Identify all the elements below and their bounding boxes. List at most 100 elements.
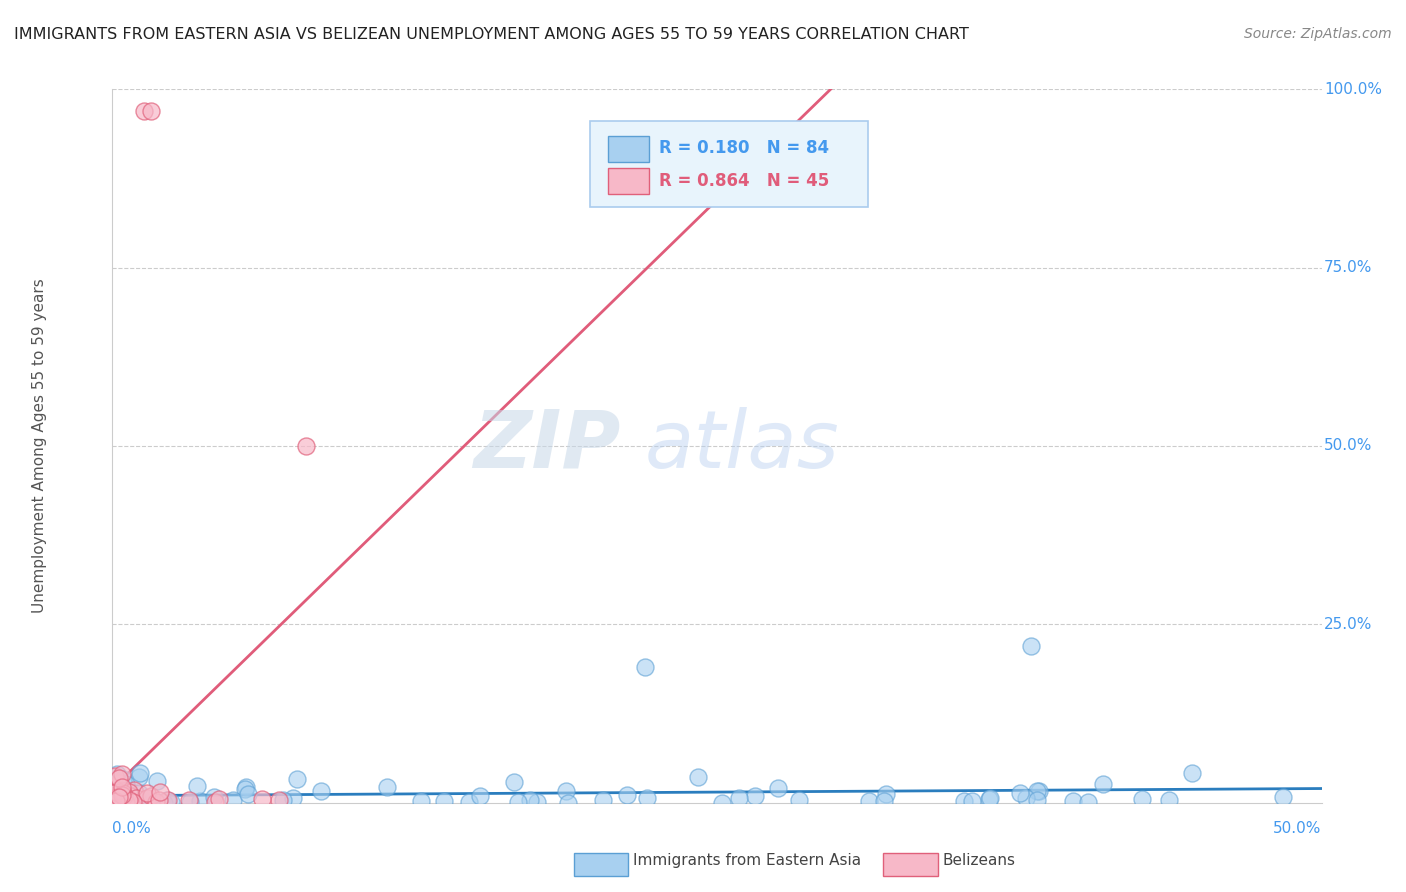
Point	[105, 792, 128, 806]
Point	[153, 796, 176, 810]
FancyBboxPatch shape	[591, 121, 868, 207]
Text: atlas: atlas	[644, 407, 839, 485]
Point	[633, 660, 655, 674]
Point	[108, 795, 131, 809]
Point	[132, 103, 155, 118]
Point	[104, 791, 127, 805]
Point	[112, 786, 135, 800]
Point	[146, 774, 169, 789]
Point	[636, 790, 658, 805]
Point	[555, 784, 578, 798]
Point	[233, 781, 256, 796]
Point	[136, 791, 159, 805]
Point	[1008, 786, 1031, 800]
Point	[115, 788, 138, 802]
Point	[458, 795, 481, 809]
Point	[208, 791, 231, 805]
Point	[118, 785, 141, 799]
Point	[766, 781, 789, 796]
Point	[136, 786, 159, 800]
Point	[526, 795, 548, 809]
Point	[309, 784, 332, 798]
Point	[111, 767, 134, 781]
Point	[238, 787, 260, 801]
Point	[111, 794, 134, 808]
Point	[592, 793, 614, 807]
Text: R = 0.864   N = 45: R = 0.864 N = 45	[659, 171, 830, 189]
Point	[1062, 794, 1084, 808]
Text: 25.0%: 25.0%	[1324, 617, 1372, 632]
Point	[145, 795, 167, 809]
Point	[433, 794, 456, 808]
Point	[1028, 784, 1050, 798]
Point	[503, 775, 526, 789]
Point	[128, 786, 150, 800]
Point	[616, 788, 638, 802]
Point	[177, 793, 200, 807]
Point	[409, 794, 432, 808]
Point	[508, 795, 530, 809]
Point	[1014, 790, 1036, 805]
Point	[295, 439, 318, 453]
Point	[111, 792, 134, 806]
Point	[1026, 793, 1049, 807]
FancyBboxPatch shape	[609, 168, 650, 194]
Point	[188, 794, 211, 808]
Point	[186, 779, 208, 793]
Point	[179, 796, 201, 810]
Point	[110, 787, 132, 801]
Point	[711, 796, 734, 810]
Point	[114, 796, 136, 810]
Point	[222, 793, 245, 807]
Point	[107, 784, 129, 798]
Text: R = 0.180   N = 84: R = 0.180 N = 84	[659, 139, 830, 157]
Point	[120, 788, 142, 802]
Point	[128, 796, 150, 810]
Point	[103, 794, 125, 808]
Point	[107, 787, 129, 801]
Point	[1130, 792, 1153, 806]
Point	[960, 794, 983, 808]
Text: Source: ZipAtlas.com: Source: ZipAtlas.com	[1244, 27, 1392, 41]
Point	[105, 783, 128, 797]
Point	[375, 780, 398, 794]
Text: IMMIGRANTS FROM EASTERN ASIA VS BELIZEAN UNEMPLOYMENT AMONG AGES 55 TO 59 YEARS : IMMIGRANTS FROM EASTERN ASIA VS BELIZEAN…	[14, 27, 969, 42]
Point	[273, 793, 295, 807]
Point	[121, 795, 143, 809]
Text: ZIP: ZIP	[472, 407, 620, 485]
Point	[111, 788, 134, 802]
Text: 50.0%: 50.0%	[1324, 439, 1372, 453]
Point	[281, 790, 304, 805]
Point	[107, 767, 129, 781]
Point	[112, 790, 135, 805]
FancyBboxPatch shape	[609, 136, 650, 162]
Point	[104, 795, 127, 809]
Point	[156, 793, 179, 807]
Point	[108, 775, 131, 789]
Text: Immigrants from Eastern Asia: Immigrants from Eastern Asia	[633, 854, 860, 868]
Point	[148, 793, 170, 807]
Point	[858, 794, 880, 808]
Point	[470, 789, 492, 803]
Point	[107, 793, 129, 807]
Point	[120, 789, 142, 803]
Point	[728, 791, 751, 805]
Point	[122, 794, 145, 808]
Point	[125, 791, 148, 805]
Point	[953, 794, 976, 808]
Point	[108, 771, 131, 785]
Point	[285, 772, 308, 787]
Point	[156, 793, 179, 807]
Point	[141, 103, 163, 118]
Point	[105, 785, 128, 799]
Point	[1021, 639, 1043, 653]
Point	[979, 790, 1001, 805]
Point	[110, 792, 132, 806]
Point	[108, 790, 131, 805]
Point	[103, 780, 125, 795]
Point	[1077, 795, 1099, 809]
Point	[873, 794, 896, 808]
Point	[979, 792, 1001, 806]
Point	[107, 781, 129, 796]
Point	[118, 789, 141, 803]
